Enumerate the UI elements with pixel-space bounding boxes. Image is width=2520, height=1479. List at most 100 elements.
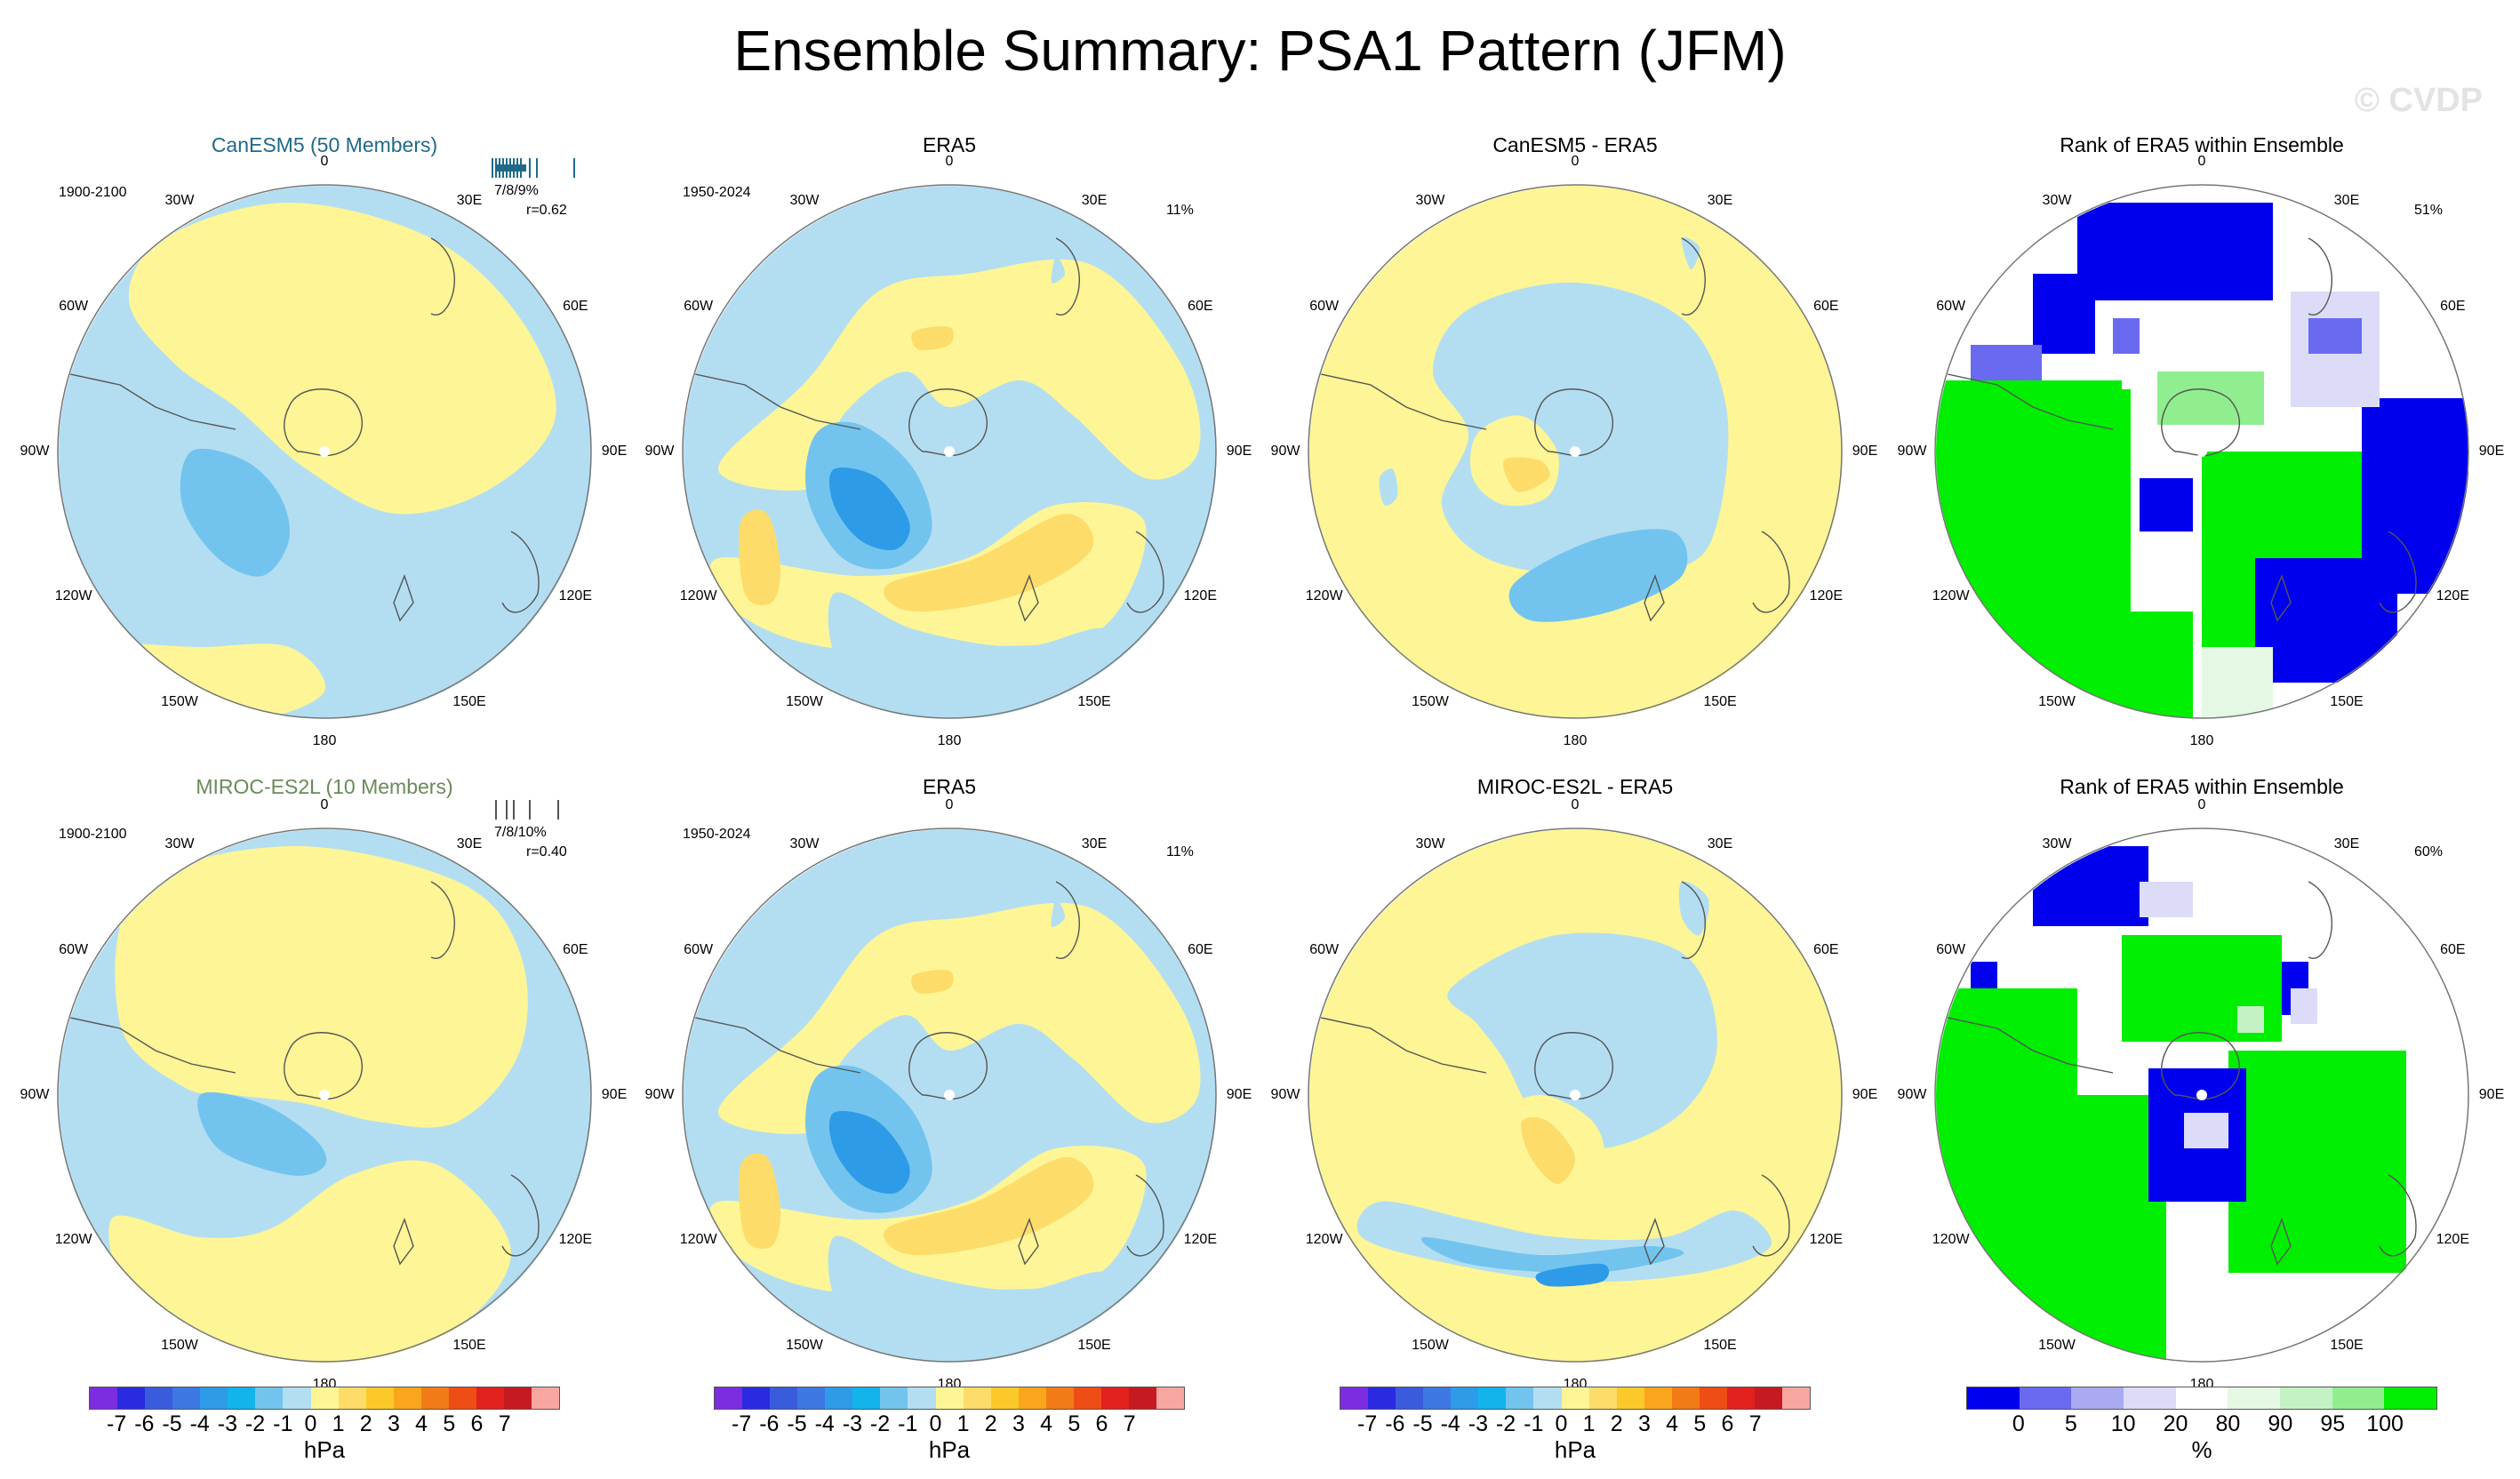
rank-percent: 60% (2414, 844, 2444, 859)
lon-label-90E: 90E (1226, 1087, 1252, 1102)
hpa-tick: 7 (498, 1411, 511, 1436)
colorbar-swatch (1478, 1387, 1507, 1409)
lon-label-150E: 150E (452, 1338, 486, 1354)
lon-label-30W: 30W (2042, 835, 2072, 851)
lon-label-120E: 120E (1809, 588, 1843, 604)
lon-label-120E: 120E (558, 588, 592, 604)
hpa-tick: -6 (759, 1411, 780, 1436)
lon-label-90E: 90E (601, 444, 628, 459)
hpa-tick: -1 (273, 1411, 293, 1436)
lon-label-150W: 150W (161, 1338, 198, 1354)
contour-region (115, 845, 528, 1128)
contour-region (884, 1156, 1094, 1256)
colorbar-swatch (200, 1387, 228, 1409)
lon-label-30W: 30W (1415, 835, 1445, 851)
hpa-tick: 7 (1748, 1411, 1762, 1436)
rank-cell (2202, 647, 2273, 718)
colorbar-swatch (1018, 1387, 1046, 1409)
obs-percent: 11% (1166, 203, 1194, 218)
lon-label-30E: 30E (1081, 192, 1108, 208)
hpa-unit: hPa (1554, 1436, 1596, 1463)
colorbar-swatch (2124, 1387, 2176, 1409)
lon-label-30E: 30E (1707, 192, 1733, 208)
colorbar-swatch (393, 1387, 421, 1409)
lon-label-90W: 90W (20, 444, 50, 459)
lon-label-150W: 150W (786, 1338, 823, 1354)
hpa-tick: 0 (1555, 1411, 1568, 1436)
model-panel-title: CanESM5 (50 Members) (211, 133, 438, 156)
lon-label-90W: 90W (1897, 1087, 1927, 1102)
rank-cell (2157, 372, 2264, 425)
contour-region (180, 448, 291, 577)
lon-label-150W: 150W (2038, 694, 2076, 710)
colorbar-swatch (1423, 1387, 1452, 1409)
hpa-tick: -3 (842, 1411, 862, 1436)
rank-colorbar (1966, 1387, 2437, 1410)
lon-label-60W: 60W (1309, 942, 1340, 957)
hpa-colorbar (1340, 1387, 1811, 1410)
watermark: © CVDP (2354, 82, 2483, 119)
contour-region (1678, 881, 1709, 936)
hpa-tick: -2 (1495, 1411, 1516, 1436)
lon-label-150E: 150E (452, 694, 486, 710)
lon-label-30E: 30E (456, 835, 483, 851)
colorbar-swatch (1396, 1387, 1424, 1409)
hpa-tick: -1 (898, 1411, 918, 1436)
colorbar-swatch (825, 1387, 853, 1409)
contour-region (717, 259, 1201, 491)
model-period: 1900-2100 (59, 185, 127, 200)
obs-period: 1950-2024 (683, 185, 751, 200)
lon-label-120E: 120E (2436, 588, 2469, 604)
rank-tick: 5 (2064, 1411, 2077, 1436)
diff-panel-title: CanESM5 - ERA5 (1492, 133, 1658, 156)
contour-region (110, 644, 326, 718)
model-correlation: r=0.40 (526, 844, 567, 859)
colorbar-swatch (770, 1387, 798, 1409)
contour-region (884, 513, 1094, 612)
model-map-row2 (57, 827, 592, 1363)
lon-label-150E: 150E (1703, 694, 1737, 710)
colorbar-swatch (935, 1387, 964, 1409)
lon-label-60E: 60E (2440, 299, 2466, 314)
contour-region (739, 1153, 781, 1249)
diff-panel-title: MIROC-ES2L - ERA5 (1476, 775, 1674, 798)
colorbar-swatch (1368, 1387, 1396, 1409)
lon-label-90E: 90E (2478, 444, 2505, 459)
colorbar-swatch (990, 1387, 1019, 1409)
rank-cell (2184, 1113, 2228, 1148)
pole-marker (319, 1090, 330, 1100)
hpa-tick: -5 (1412, 1411, 1433, 1436)
colorbar-swatch (880, 1387, 908, 1409)
rank-cell (2113, 318, 2140, 354)
contour-region (1379, 468, 1398, 506)
lon-label-0: 0 (945, 154, 954, 169)
lon-label-90E: 90E (601, 1087, 628, 1102)
lon-label-0: 0 (1571, 797, 1580, 812)
colorbar-swatch (1967, 1387, 2020, 1409)
lon-label-120E: 120E (1809, 1232, 1843, 1247)
hpa-tick: 2 (1610, 1411, 1623, 1436)
lon-label-0: 0 (1571, 154, 1580, 169)
lon-label-0: 0 (2197, 797, 2206, 812)
hpa-tick: -3 (1468, 1411, 1488, 1436)
lon-label-30E: 30E (2333, 192, 2360, 208)
rank-cell (1971, 962, 1997, 988)
lon-label-150W: 150W (161, 694, 198, 710)
ensemble-spread-glyph (492, 158, 575, 178)
contour-region (1420, 1236, 1684, 1274)
colorbar-swatch (2280, 1387, 2332, 1409)
colorbar-swatch (448, 1387, 476, 1409)
lon-label-180: 180 (312, 733, 337, 748)
colorbar-swatch (145, 1387, 173, 1409)
hpa-tick: 4 (1040, 1411, 1053, 1436)
contour-region (1521, 1116, 1576, 1184)
model-period: 1900-2100 (59, 827, 127, 842)
rank-cell (2140, 882, 2193, 917)
lon-label-90E: 90E (1852, 1087, 1878, 1102)
colorbar-swatch (1073, 1387, 1101, 1409)
rank-cell (2033, 274, 2095, 354)
rank-map-row2 (1934, 827, 2469, 1363)
rank-tick: 90 (2268, 1411, 2293, 1436)
hpa-tick: -2 (244, 1411, 266, 1436)
rank-cell (2291, 988, 2317, 1024)
